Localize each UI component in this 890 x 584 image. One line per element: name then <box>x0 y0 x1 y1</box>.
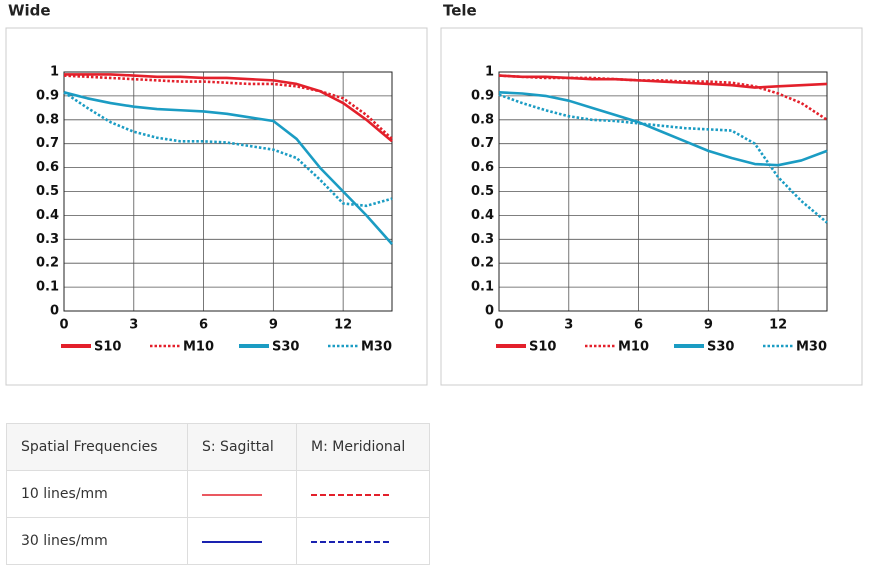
header-cell: S: Sagittal <box>187 423 297 471</box>
cell <box>296 517 430 565</box>
y-tick-label: 0.4 <box>36 208 59 223</box>
legend-label: S10 <box>529 340 556 355</box>
y-tick-label: 0.6 <box>36 160 59 175</box>
y-tick-label: 0.6 <box>471 160 494 175</box>
cell: 30 lines/mm <box>6 517 188 565</box>
header-row: Spatial Frequencies S: Sagittal M: Merid… <box>6 423 430 471</box>
x-tick-label: 12 <box>769 318 787 333</box>
x-tick-label: 3 <box>129 318 138 333</box>
y-tick-label: 0.5 <box>471 184 494 199</box>
x-tick-label: 0 <box>494 318 503 333</box>
chart-title: Tele <box>443 2 477 20</box>
x-tick-label: 6 <box>634 318 643 333</box>
chart-title: Wide <box>8 2 51 20</box>
y-tick-label: 0.1 <box>36 280 59 295</box>
x-tick-label: 3 <box>564 318 573 333</box>
legend-label: M10 <box>183 340 214 355</box>
mtf-line <box>64 73 393 143</box>
y-tick-label: 0.1 <box>471 280 494 295</box>
x-tick-label: 9 <box>269 318 278 333</box>
swatch <box>311 541 391 543</box>
mtf-line <box>63 91 393 245</box>
x-tick-label: 9 <box>704 318 713 333</box>
y-tick-label: 0.3 <box>36 232 59 247</box>
legend-label: M30 <box>796 340 827 355</box>
charts: Wide 0 0.1 0.2 0.3 0.4 0.5 0.6 0.7 0.8 0.9 1 0 3 6 9 12 S… <box>5 2 863 386</box>
y-tick-label: 0.7 <box>36 136 59 151</box>
legend-label: S10 <box>94 340 121 355</box>
y-tick-label: 0 <box>50 304 59 319</box>
x-tick-label: 0 <box>59 318 68 333</box>
y-tick-label: 0.7 <box>471 136 494 151</box>
cell: 10 lines/mm <box>6 470 188 518</box>
y-tick-label: 1 <box>485 65 494 80</box>
y-tick-label: 0.9 <box>471 88 494 103</box>
legend-label: M10 <box>618 340 649 355</box>
y-tick-label: 1 <box>50 65 59 80</box>
legend-label: S30 <box>272 340 299 355</box>
mtf-line <box>498 93 828 224</box>
mtf-line <box>498 74 828 121</box>
cell <box>187 517 297 565</box>
legend-label: S30 <box>707 340 734 355</box>
y-tick-label: 0.3 <box>471 232 494 247</box>
header-cell: M: Meridional <box>296 423 430 471</box>
mtf-line <box>63 91 393 208</box>
x-tick-label: 12 <box>334 318 352 333</box>
row: 30 lines/mm <box>6 517 430 565</box>
cell <box>296 470 430 518</box>
y-tick-label: 0.8 <box>36 112 59 127</box>
mtf-line <box>63 74 393 140</box>
legend-table: Spatial Frequencies S: Sagittal M: Merid… <box>6 423 430 565</box>
header-cell: Spatial Frequencies <box>6 423 188 471</box>
y-tick-label: 0.5 <box>36 184 59 199</box>
y-tick-label: 0.2 <box>471 256 494 271</box>
legend-label: M30 <box>361 340 392 355</box>
plot-border <box>63 71 393 312</box>
swatch <box>202 541 262 543</box>
x-tick-label: 6 <box>199 318 208 333</box>
plot-border <box>498 71 828 312</box>
y-tick-label: 0 <box>485 304 494 319</box>
y-tick-label: 0.9 <box>36 88 59 103</box>
swatch <box>311 494 391 496</box>
cell <box>187 470 297 518</box>
swatch <box>202 494 262 496</box>
y-tick-label: 0.2 <box>36 256 59 271</box>
y-tick-label: 0.4 <box>471 208 494 223</box>
row: 10 lines/mm <box>6 470 430 518</box>
y-tick-label: 0.8 <box>471 112 494 127</box>
